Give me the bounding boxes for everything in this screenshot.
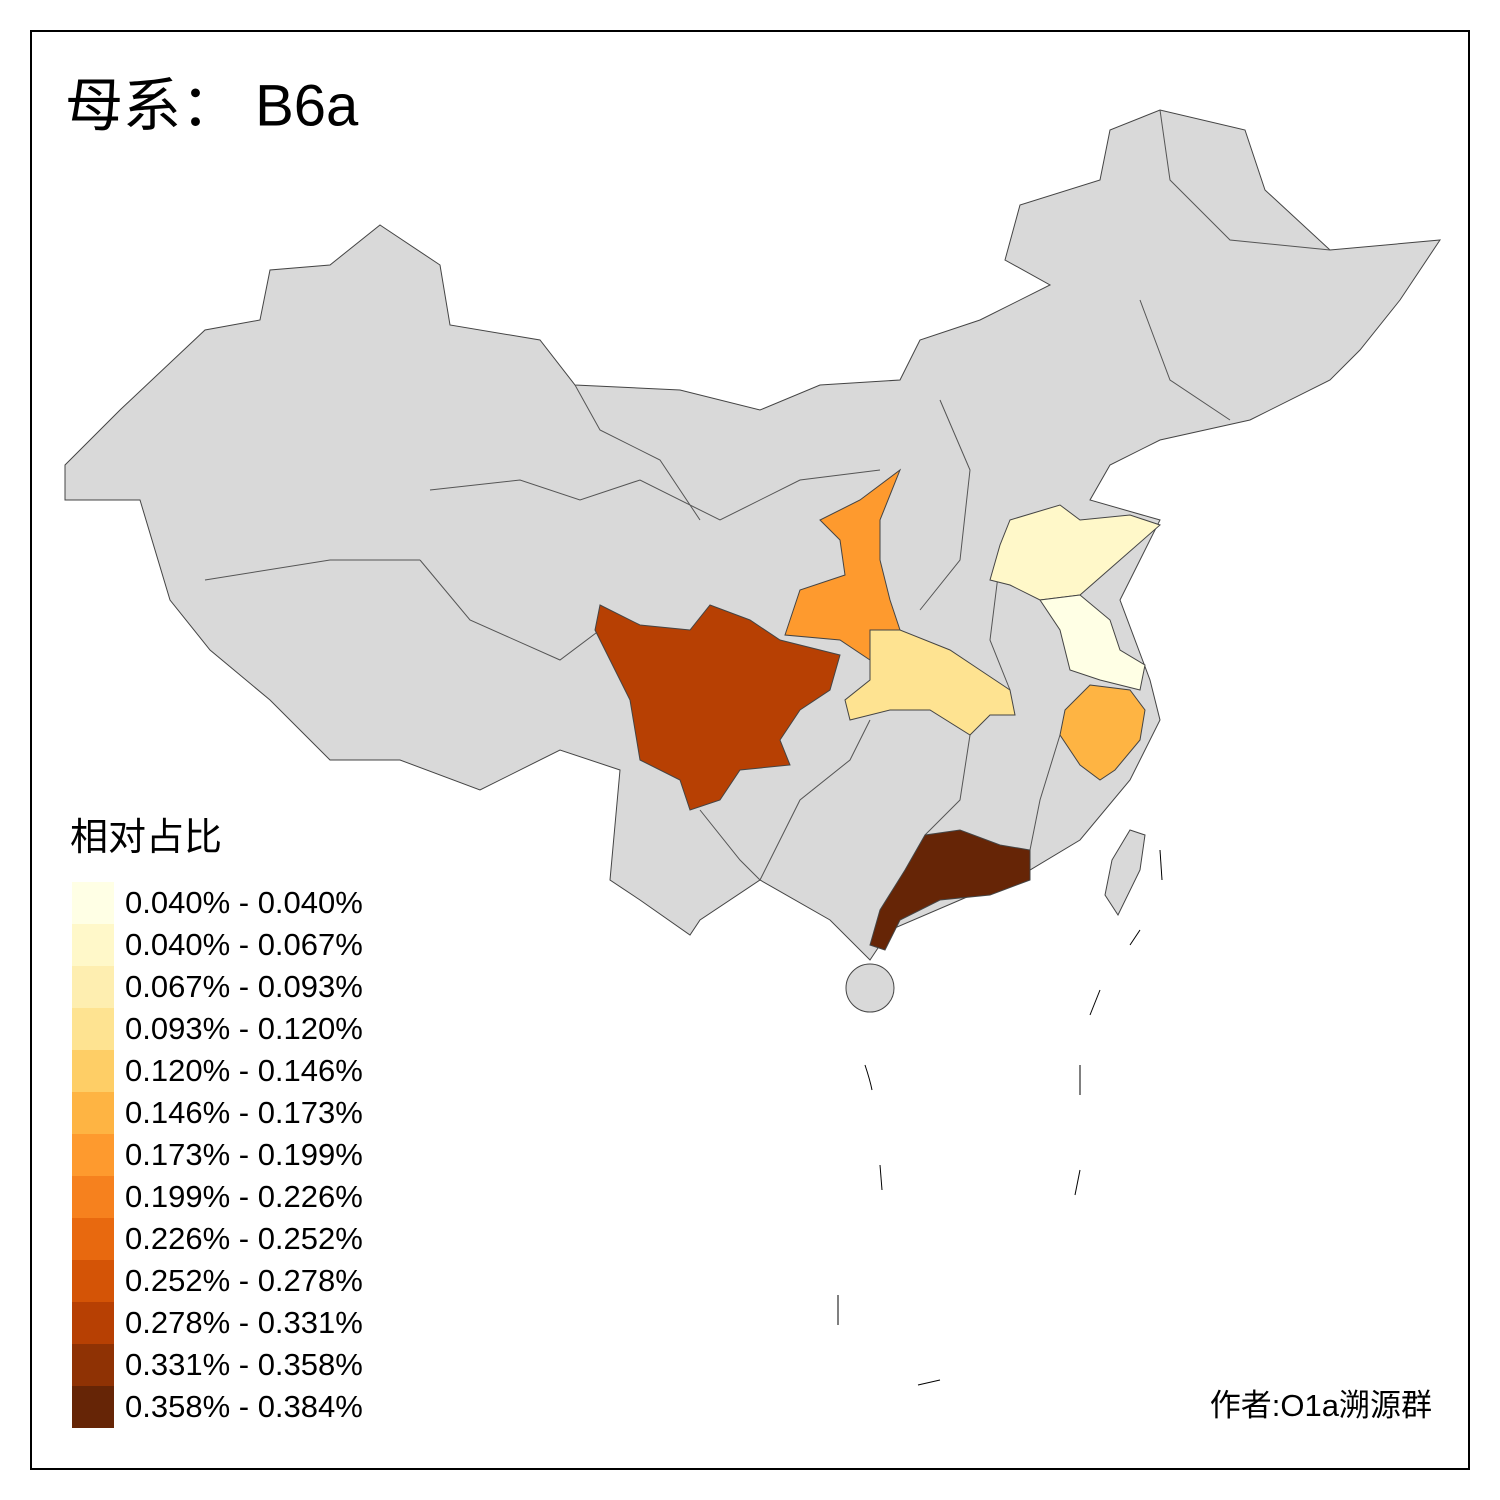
legend-label: 0.226% - 0.252% bbox=[125, 1221, 363, 1256]
region bbox=[869, 829, 1031, 951]
region bbox=[844, 629, 1016, 736]
region bbox=[1059, 684, 1146, 781]
legend-swatch bbox=[72, 1218, 114, 1260]
legend-swatch bbox=[72, 1344, 114, 1386]
province-borders bbox=[204, 109, 1331, 881]
legend-swatch bbox=[72, 1134, 114, 1176]
legend-label: 0.067% - 0.093% bbox=[125, 969, 363, 1004]
legend-label: 0.040% - 0.040% bbox=[125, 885, 363, 920]
legend-label: 0.278% - 0.331% bbox=[125, 1305, 363, 1340]
legend-swatch bbox=[72, 1302, 114, 1344]
legend-swatch bbox=[72, 1092, 114, 1134]
legend-label: 0.331% - 0.358% bbox=[125, 1347, 363, 1382]
legend-label: 0.040% - 0.067% bbox=[125, 927, 363, 962]
map-title: 母系： B6a bbox=[65, 73, 359, 138]
legend-swatch bbox=[72, 1176, 114, 1218]
region bbox=[1039, 594, 1146, 691]
legend-label: 0.093% - 0.120% bbox=[125, 1011, 363, 1046]
region bbox=[594, 604, 841, 811]
legend-title: 相对占比 bbox=[70, 817, 222, 859]
legend-label: 0.120% - 0.146% bbox=[125, 1053, 363, 1088]
legend-label: 0.358% - 0.384% bbox=[125, 1389, 363, 1424]
data-regions bbox=[594, 468, 1161, 951]
region bbox=[989, 504, 1161, 601]
island bbox=[845, 963, 895, 1013]
legend: 0.040% - 0.040% 0.040% - 0.067% 0.067% - 0… bbox=[72, 882, 363, 1428]
island bbox=[1104, 829, 1146, 917]
legend-label: 0.252% - 0.278% bbox=[125, 1263, 363, 1298]
legend-swatch bbox=[72, 966, 114, 1008]
legend-swatch bbox=[72, 1386, 114, 1428]
legend-label: 0.199% - 0.226% bbox=[125, 1179, 363, 1214]
sea-islands bbox=[837, 849, 1163, 1386]
legend-swatch bbox=[72, 924, 114, 966]
legend-swatch bbox=[72, 1008, 114, 1050]
author-credit: 作者:O1a溯源群 bbox=[1210, 1388, 1432, 1423]
legend-swatch bbox=[72, 882, 114, 924]
legend-label: 0.173% - 0.199% bbox=[125, 1137, 363, 1172]
legend-label: 0.146% - 0.173% bbox=[125, 1095, 363, 1130]
region bbox=[784, 468, 902, 661]
legend-swatch bbox=[72, 1050, 114, 1092]
legend-swatch bbox=[72, 1260, 114, 1302]
